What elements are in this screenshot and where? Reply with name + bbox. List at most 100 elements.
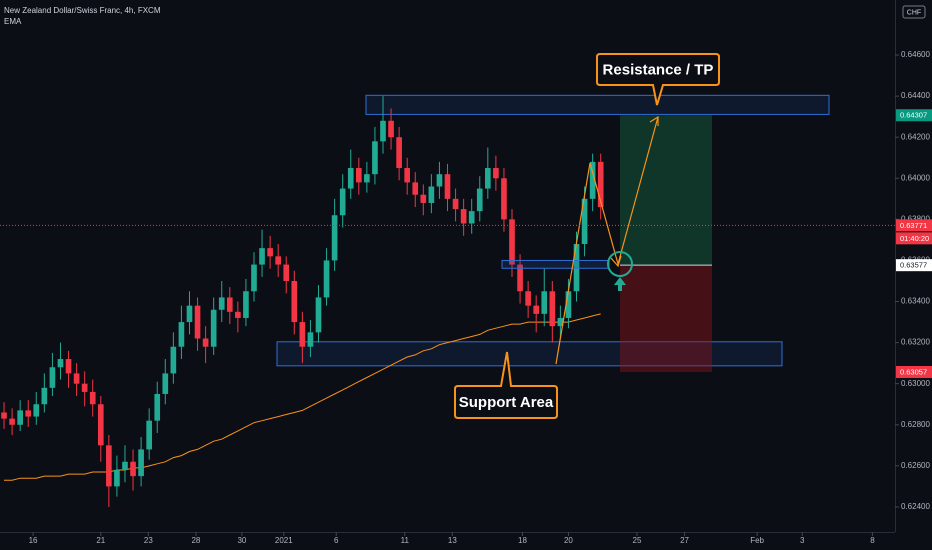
x-tick-label: 11 [401,536,410,545]
candle-body [412,182,419,195]
candle-body [97,404,104,446]
candle-body [557,317,564,327]
candle-body [541,291,548,314]
arrow-head [610,255,622,268]
x-tick-label: 13 [448,536,457,545]
candle-body [1,412,7,419]
candle-body [396,137,402,169]
x-tick-label: 8 [870,536,875,545]
impulse-arrow [555,116,659,365]
candle-body [122,461,128,470]
candle-body [81,383,88,392]
candle-body [283,264,290,281]
candle-body [380,120,386,142]
candle-body [89,391,96,405]
stop-area [620,265,712,372]
candle-body [372,141,378,175]
x-tick-label: 6 [334,536,339,545]
arrow-head [649,115,659,126]
plot: 0.646000.644000.642000.640000.638000.636… [0,50,932,545]
candle-body [549,291,556,327]
candle-body [49,367,56,388]
last-price-tag-label: 0.63771 [900,221,927,230]
candle-body [597,161,604,208]
candle-body [154,393,161,421]
candle-body [339,188,346,216]
candle-body [468,211,475,224]
y-tick-label: 0.62800 [901,420,930,429]
callout-label: Support Area [459,394,554,411]
target-tag-label: 0.64307 [900,111,927,120]
entry-tag-label: 0.63577 [900,261,927,270]
candle-body [194,305,201,339]
entry-tag [896,259,932,272]
x-tick-label: 25 [633,536,642,545]
countdown-tag [896,232,932,245]
indicator-label: EMA [4,17,22,26]
candle-body [251,264,257,292]
candle-body [573,244,580,292]
x-tick-label: 3 [800,536,805,545]
candle-body [565,291,572,318]
candle-body [331,215,338,261]
candle-body [420,194,427,203]
y-tick-label: 0.62600 [901,461,930,470]
candle-body [106,445,112,487]
x-tick-label: 23 [144,536,153,545]
currency-label: CHF [907,9,921,16]
candle-body [65,359,72,374]
x-tick-label: 18 [518,536,527,545]
candle-body [138,449,144,477]
stop-tag [896,365,932,378]
candle-body [259,248,265,265]
support-zone [276,341,783,367]
last-price-tag [896,219,932,232]
candle-body [509,219,515,265]
candle-body [73,373,80,384]
candle-body [299,322,306,347]
callout-label: Resistance / TP [603,61,714,78]
candle-body [218,297,225,310]
candle-body [130,461,136,477]
candle-body [186,305,193,323]
candle-body [517,264,523,292]
candle-body [404,168,411,183]
candle-body [581,198,588,245]
y-tick-label: 0.62400 [901,502,930,511]
candle-body [291,280,298,323]
resistance-zone [365,94,830,115]
candle-body [452,198,459,210]
candle-body [57,359,64,368]
ema-line [4,313,601,481]
candle-body [202,338,209,347]
callout-box [596,53,720,106]
candle-body [33,404,40,417]
target-tag [896,109,932,122]
candle-body [146,420,152,450]
chart-title: New Zealand Dollar/Swiss Franc, 4h, FXCM [4,6,161,15]
callout-box [454,351,558,419]
candle-body [315,297,322,333]
candle-body [493,168,499,179]
x-tick-label: Feb [750,536,764,545]
candle-body [444,174,451,199]
candle-body [484,168,491,189]
countdown-label: 01:40:20 [900,234,929,243]
candle-body [9,418,15,425]
candle-body [589,161,596,199]
entry-arrow [614,277,626,291]
candle-body [243,291,249,318]
candle-body [275,256,281,265]
candle-body [436,174,443,187]
candle-body [25,410,32,417]
candle-body [114,469,120,487]
candle-body [388,120,394,138]
candle-body [178,322,185,347]
candle-body [428,186,435,203]
candle-body [210,309,217,347]
y-tick-label: 0.63400 [901,297,930,306]
candle-body [323,260,330,298]
candle-body [476,188,483,212]
y-tick-label: 0.64600 [901,50,930,59]
